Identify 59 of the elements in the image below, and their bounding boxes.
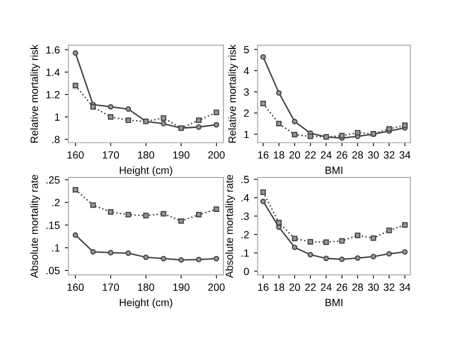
x-tick-label: 28 — [352, 284, 363, 291]
y-tick-label: .3 — [242, 212, 249, 220]
y-tick-label: .05 — [46, 266, 60, 274]
y-tick-label: 2 — [244, 110, 249, 117]
x-axis-title: Height (cm) — [120, 298, 172, 308]
x-tick-label: 160 — [68, 284, 84, 291]
y-tick-label: .8 — [52, 136, 60, 144]
y-tick-label: 5 — [244, 46, 249, 54]
x-tick-label: 34 — [399, 151, 410, 159]
x-tick-label: 20 — [289, 284, 300, 291]
x-axis-title: BMI — [326, 298, 342, 306]
x-tick-label: 200 — [208, 284, 225, 291]
y-tick-label: .2 — [52, 198, 60, 206]
x-tick-label: 32 — [384, 151, 394, 159]
x-tick-label: 170 — [102, 284, 119, 291]
y-tick-label: 1.4 — [46, 68, 60, 76]
x-tick-label: 16 — [258, 284, 268, 291]
y-tick-label: .5 — [242, 176, 249, 184]
y-tick-label: .1 — [242, 249, 249, 257]
x-tick-label: 18 — [274, 284, 284, 291]
x-tick-label: 26 — [336, 284, 348, 291]
y-tick-label: 1.6 — [46, 46, 60, 54]
y-tick-label: 1 — [244, 130, 249, 138]
x-tick-label: 180 — [138, 284, 154, 291]
x-tick-label: 190 — [173, 151, 190, 159]
x-tick-label: 170 — [102, 151, 119, 159]
x-tick-label: 22 — [305, 151, 316, 159]
x-tick-label: 180 — [138, 151, 154, 159]
y-axis-title: Absolute mortality rate — [225, 174, 236, 278]
x-tick-label: 28 — [352, 151, 363, 159]
x-tick-label: 26 — [336, 151, 348, 159]
y-tick-label: .4 — [242, 194, 250, 202]
x-axis-title: Height (cm) — [120, 166, 172, 176]
y-tick-label: 3 — [244, 88, 249, 96]
x-tick-label: 200 — [208, 151, 225, 159]
x-tick-label: 22 — [305, 284, 316, 291]
y-tick-label: .15 — [46, 222, 60, 229]
x-tick-label: 32 — [384, 284, 394, 291]
x-tick-label: 34 — [399, 284, 410, 291]
x-tick-label: 18 — [274, 151, 284, 159]
x-tick-label: 24 — [320, 151, 332, 159]
y-axis-title: Relative mortality risk — [228, 44, 238, 143]
x-tick-label: 24 — [320, 284, 332, 291]
y-axis-title: Absolute mortality rate — [30, 174, 40, 278]
x-tick-label: 190 — [173, 284, 190, 291]
y-tick-label: .2 — [242, 230, 249, 238]
x-tick-label: 160 — [68, 151, 84, 159]
y-tick-label: 1 — [55, 114, 60, 121]
x-tick-label: 30 — [368, 151, 379, 159]
x-tick-label: 16 — [258, 151, 268, 159]
x-tick-label: 30 — [368, 284, 379, 291]
y-tick-label: 1.2 — [46, 91, 60, 98]
y-tick-label: 4 — [244, 67, 249, 74]
x-tick-label: 20 — [289, 151, 300, 159]
y-tick-label: .25 — [46, 176, 60, 184]
y-tick-label: .1 — [52, 244, 60, 252]
y-axis-title: Relative mortality risk — [30, 44, 40, 143]
y-tick-label: 0 — [244, 268, 249, 276]
x-axis-title: BMI — [326, 166, 342, 174]
